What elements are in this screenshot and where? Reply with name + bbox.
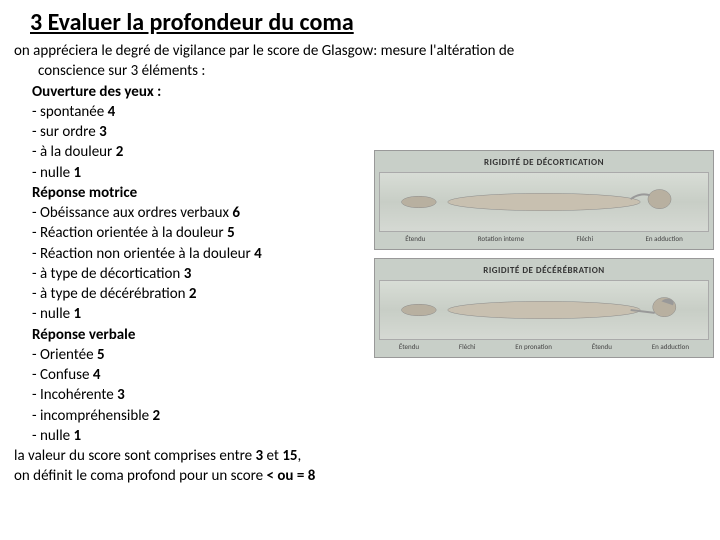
footer1-post: , [298,447,302,465]
motor-score-5: 1 [74,305,82,323]
eyes-label-2: - à la douleur [32,143,112,161]
verbal-score-3: 2 [153,407,161,425]
body-shape-icon [390,187,698,217]
eyes-label-1: - sur ordre [32,123,96,141]
slide-title: 3 Evaluer la profondeur du coma [0,0,720,41]
footer1-mid: et [263,447,282,465]
verbal-label-4: - nulle [32,427,70,445]
body-shape-icon-2 [390,295,698,325]
motor-score-4: 2 [189,285,197,303]
eyes-score-1: 3 [99,123,107,141]
motor-label-3: - à type de décortication [32,265,180,283]
footer-line-1: la valeur du score sont comprises entre … [14,446,720,466]
img2-label-4: En adduction [652,342,689,351]
motor-label-5: - nulle [32,305,70,323]
decerebration-image: RIGIDITÉ DE DÉCÉRÉBRATION Étendu Fléchi … [374,258,714,358]
verbal-score-2: 3 [117,386,125,404]
footer1-pre: la valeur du score sont comprises entre [14,447,256,465]
verbal-score-1: 4 [93,366,101,384]
verbal-label-1: - Confuse [32,366,89,384]
eyes-item-1: - sur ordre 3 [14,122,720,142]
verbal-label-2: - Incohérente [32,386,114,404]
img2-label-0: Étendu [399,342,419,351]
image1-labels: Étendu Rotation interne Fléchi En adduct… [379,234,709,243]
eyes-label-0: - spontanée [32,103,104,121]
verbal-item-3: - incompréhensible 2 [14,406,720,426]
img1-label-2: Fléchi [577,234,594,243]
motor-label-2: - Réaction non orientée à la douleur [32,245,251,263]
footer2-pre: on définit le coma profond pour un score [14,467,267,485]
img2-label-3: Étendu [592,342,612,351]
img2-label-1: Fléchi [459,342,476,351]
footer-line-2: on définit le coma profond pour un score… [14,466,720,486]
img1-label-3: En adduction [645,234,682,243]
verbal-score-0: 5 [97,346,105,364]
footer1-b1: 3 [256,447,264,465]
img1-label-1: Rotation interne [478,234,524,243]
img2-label-2: En pronation [515,342,552,351]
motor-label-0: - Obéissance aux ordres verbaux [32,204,229,222]
eyes-score-3: 1 [74,164,82,182]
verbal-label-3: - incompréhensible [32,407,149,425]
body-diagram-1 [379,172,709,232]
verbal-item-1: - Confuse 4 [14,365,720,385]
body-diagram-2 [379,280,709,340]
footer1-b2: 15 [282,447,297,465]
intro-line-2: conscience sur 3 éléments : [14,61,720,81]
motor-label-1: - Réaction orientée à la douleur [32,224,224,242]
img1-label-0: Étendu [405,234,425,243]
eyes-item-0: - spontanée 4 [14,102,720,122]
section-eyes-header: Ouverture des yeux : [14,82,720,102]
verbal-score-4: 1 [74,427,82,445]
verbal-label-0: - Orientée [32,346,94,364]
decortication-image: RIGIDITÉ DE DÉCORTICATION Étendu Rotatio… [374,150,714,250]
verbal-item-2: - Incohérente 3 [14,385,720,405]
image2-title: RIGIDITÉ DE DÉCÉRÉBRATION [379,265,709,276]
image1-title: RIGIDITÉ DE DÉCORTICATION [379,157,709,168]
eyes-score-0: 4 [108,103,116,121]
motor-score-0: 6 [232,204,240,222]
motor-score-3: 3 [184,265,192,283]
verbal-item-4: - nulle 1 [14,426,720,446]
eyes-label-3: - nulle [32,164,70,182]
footer2-b: < ou = 8 [267,467,316,485]
motor-score-2: 4 [254,245,262,263]
motor-score-1: 5 [227,224,235,242]
motor-label-4: - à type de décérébration [32,285,186,303]
eyes-score-2: 2 [116,143,124,161]
intro-line-1: on appréciera le degré de vigilance par … [14,41,720,61]
image2-labels: Étendu Fléchi En pronation Étendu En add… [379,342,709,351]
medical-images-container: RIGIDITÉ DE DÉCORTICATION Étendu Rotatio… [374,150,714,366]
